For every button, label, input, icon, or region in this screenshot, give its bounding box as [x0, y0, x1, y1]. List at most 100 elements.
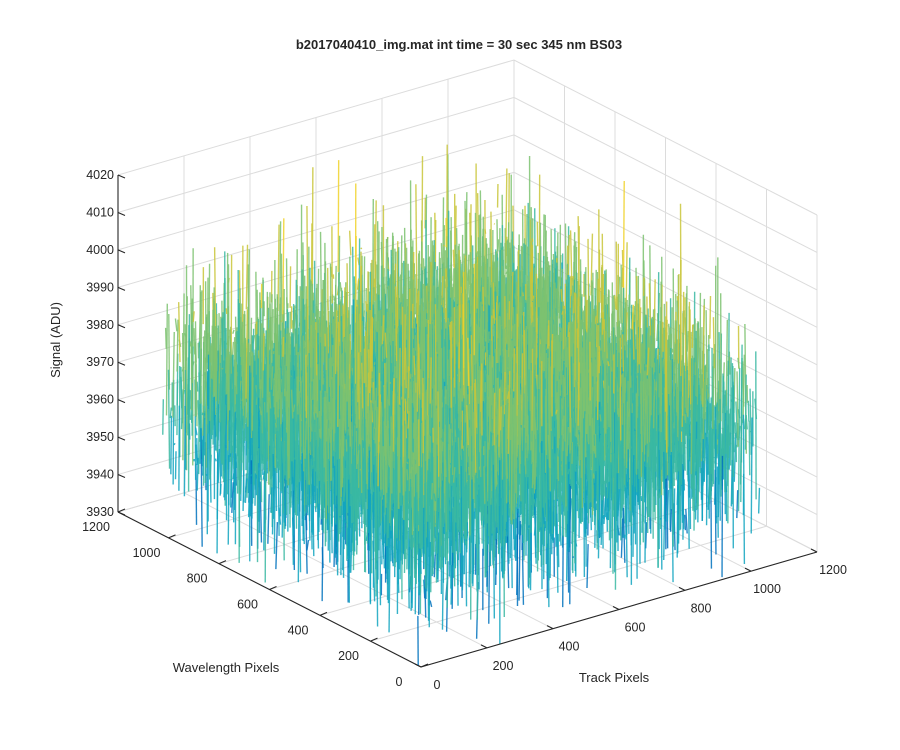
- surface-strand: [635, 276, 638, 374]
- grid-line-z-8: [117, 96, 818, 253]
- surface-strand: [625, 312, 628, 342]
- surface-strand: [596, 278, 599, 348]
- surface-strand: [749, 388, 752, 455]
- surface-strand: [730, 459, 733, 507]
- surface-strand: [198, 292, 202, 348]
- surface-strand: [280, 253, 283, 355]
- surface-strand: [740, 344, 743, 503]
- surface-strand: [483, 345, 486, 352]
- surface-strand: [497, 315, 501, 363]
- surface-strand: [662, 359, 666, 376]
- surface-strand: [539, 328, 542, 364]
- surface-strand: [162, 399, 165, 435]
- surface-strand: [196, 381, 199, 392]
- surface-strand: [165, 303, 168, 416]
- surface-strand: [757, 487, 761, 514]
- surface-strand: [232, 329, 235, 334]
- surface-strand: [747, 400, 750, 422]
- surface-plot: [162, 144, 761, 666]
- surface-strand: [494, 251, 498, 294]
- surface-strand: [750, 417, 753, 534]
- surface-strand: [748, 420, 751, 476]
- surface-strand: [749, 430, 752, 433]
- surface-strand: [390, 305, 393, 357]
- surface-strand: [688, 424, 692, 529]
- surface-strand: [164, 327, 167, 349]
- surface-strand: [380, 325, 383, 348]
- surface-strand: [215, 331, 218, 381]
- surface-strand: [567, 322, 570, 338]
- surface-strand: [193, 328, 196, 355]
- surface-strand: [400, 262, 404, 308]
- surface-strand: [618, 276, 622, 324]
- surface-strand: [360, 247, 363, 250]
- surface-strand: [558, 255, 562, 319]
- surface-strand: [170, 415, 173, 475]
- surface-strand: [348, 230, 352, 256]
- surface-strand: [733, 432, 737, 482]
- surface-strand: [614, 295, 617, 310]
- surface-strand: [714, 344, 717, 416]
- surface-strand: [426, 285, 429, 314]
- surface-strand: [192, 311, 195, 322]
- surface-strand: [621, 267, 624, 288]
- surface-strand: [569, 230, 573, 290]
- surface-strand: [393, 263, 397, 285]
- surface-strand: [444, 307, 447, 323]
- surface-strand: [625, 242, 628, 324]
- surface-strand: [414, 273, 417, 315]
- surface-strand: [736, 490, 739, 519]
- surface-strand: [452, 249, 455, 268]
- surface-strand: [683, 514, 687, 531]
- surface-strand: [416, 290, 420, 320]
- surface-strand: [336, 303, 339, 317]
- surface-strand: [411, 303, 414, 329]
- surface-strand: [180, 376, 184, 424]
- grid-line-z-7: [117, 134, 818, 291]
- surface-strand: [560, 327, 563, 342]
- surface-strand: [504, 168, 508, 264]
- surface-strand: [365, 301, 368, 312]
- surface-strand: [731, 363, 735, 478]
- surface-strand: [364, 321, 367, 331]
- surface-strand: [177, 302, 181, 363]
- surface-strand: [465, 221, 468, 350]
- surface-strand: [270, 294, 273, 390]
- surface-strand: [173, 442, 176, 446]
- surface-strand: [184, 405, 187, 470]
- surface-strand: [611, 338, 614, 363]
- surface-strand: [686, 330, 690, 352]
- surface-strand: [271, 341, 274, 344]
- surface-strand: [429, 262, 432, 325]
- surface-strand: [560, 289, 563, 302]
- surface-strand: [601, 273, 605, 335]
- surface-strand: [298, 347, 301, 356]
- surface-strand: [510, 271, 514, 339]
- surface-strand: [725, 319, 729, 407]
- surface-strand: [656, 324, 659, 342]
- surface-strand: [326, 267, 329, 354]
- surface-strand: [482, 286, 485, 312]
- surface-strand: [374, 200, 377, 301]
- surface-strand: [716, 402, 719, 420]
- surface-strand: [356, 278, 360, 290]
- surface-strand: [677, 274, 680, 364]
- surface-strand: [573, 292, 576, 314]
- surface-strand: [648, 283, 652, 336]
- surface-strand: [174, 318, 178, 332]
- surface-strand: [744, 374, 747, 450]
- surface-strand: [225, 308, 228, 314]
- surface-strand: [561, 310, 564, 315]
- surface-strand: [563, 308, 567, 377]
- grid-line-z-9: [117, 59, 818, 216]
- surface-strand: [743, 418, 747, 430]
- surface-strand: [277, 224, 280, 312]
- surface-strand: [176, 319, 179, 372]
- surface-strand: [492, 282, 496, 324]
- surface-strand: [366, 271, 369, 358]
- surface-strand: [521, 292, 524, 297]
- surface-strand: [245, 244, 249, 310]
- surface-strand: [443, 323, 446, 340]
- surface-strand: [709, 296, 712, 339]
